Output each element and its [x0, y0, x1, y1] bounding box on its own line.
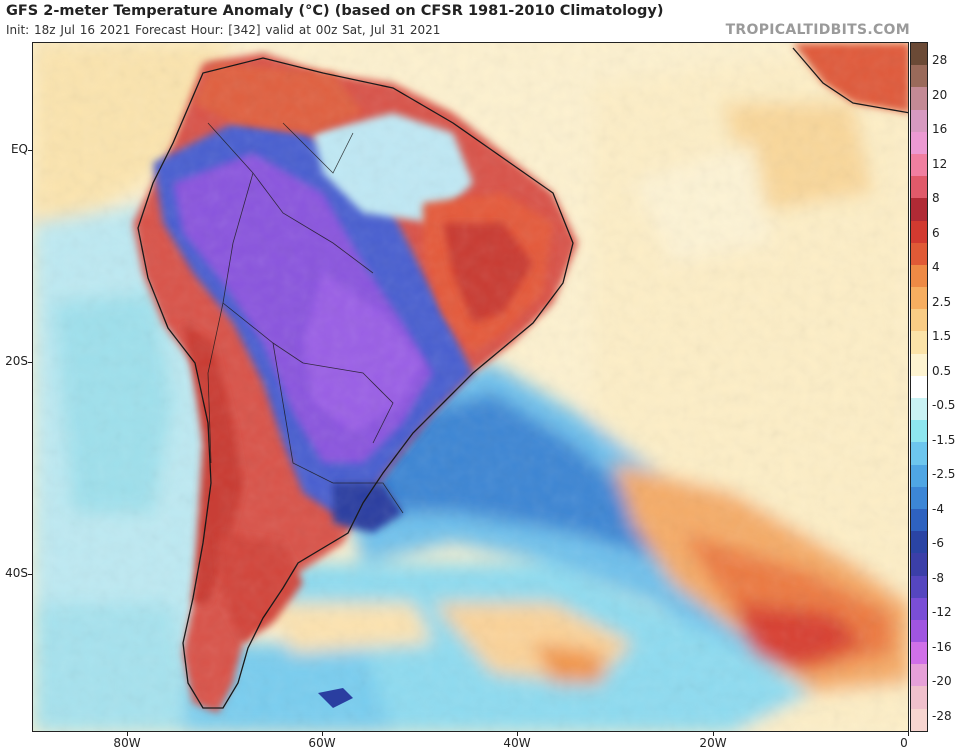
- color-scale-label: 6: [932, 225, 940, 240]
- color-scale-label: 0.5: [932, 363, 952, 378]
- lat-tick-eq: [28, 150, 32, 151]
- color-scale-label: 2.5: [932, 294, 952, 309]
- color-scale-cell: [911, 220, 927, 243]
- site-watermark: TROPICALTIDBITS.COM: [725, 22, 910, 38]
- color-scale-label: 1.5: [932, 329, 952, 344]
- color-scale-cell: [911, 65, 927, 88]
- color-scale-cell: [911, 287, 927, 310]
- lat-label-20s: 20S: [5, 354, 28, 368]
- color-scale-label: -4: [932, 501, 944, 516]
- lon-label-60w: 60W: [308, 736, 336, 750]
- lon-tick-60w: [322, 732, 323, 736]
- lat-tick-40s: [28, 574, 32, 575]
- color-scale-cell: [911, 642, 927, 665]
- color-scale-label: 20: [932, 87, 948, 102]
- color-scale-cell: [911, 664, 927, 687]
- color-scale-cell: [911, 420, 927, 443]
- color-scale-cell: [911, 264, 927, 288]
- color-scale-label: 12: [932, 156, 948, 171]
- color-scale-cell: [911, 131, 927, 154]
- lat-label-eq: EQ: [10, 142, 28, 156]
- color-scale-label: -6: [932, 536, 944, 551]
- color-scale-label: -28: [932, 709, 952, 723]
- lon-tick-40w: [517, 732, 518, 736]
- color-scale-label: -16: [932, 639, 952, 654]
- lon-tick-0: [908, 732, 909, 736]
- color-scale-label: 16: [932, 122, 948, 137]
- color-scale-cell: [911, 486, 927, 509]
- color-scale-bar: [910, 42, 928, 732]
- color-scale-cell: [911, 442, 927, 465]
- color-scale-label: -12: [932, 605, 952, 620]
- color-scale-cell: [911, 708, 927, 731]
- color-scale-label: 28: [932, 53, 948, 67]
- anomaly-map: [32, 42, 909, 732]
- color-scale-cell: [911, 331, 927, 354]
- color-scale-cell: [911, 686, 927, 709]
- color-scale-label: -1.5: [932, 432, 956, 447]
- lat-tick-20s: [28, 362, 32, 363]
- color-scale-label: 4: [932, 260, 940, 275]
- color-scale-cell: [911, 109, 927, 132]
- color-scale-cell: [911, 619, 927, 643]
- lon-label-40w: 40W: [503, 736, 531, 750]
- color-scale-cell: [911, 198, 927, 221]
- forecast-info: Init: 18z Jul 16 2021 Forecast Hour: [34…: [6, 23, 441, 37]
- color-scale-cell: [911, 153, 927, 177]
- color-scale-cell: [911, 597, 927, 620]
- lon-tick-20w: [713, 732, 714, 736]
- color-scale-label: -2.5: [932, 467, 956, 482]
- color-scale-cell: [911, 242, 927, 265]
- color-scale-cell: [911, 464, 927, 487]
- color-scale-cell: [911, 353, 927, 376]
- map-canvas: [33, 43, 908, 731]
- color-scale-cell: [911, 87, 927, 110]
- lon-label-20w: 20W: [699, 736, 727, 750]
- color-scale-cell: [911, 553, 927, 576]
- color-scale-cell: [911, 309, 927, 332]
- color-scale-label: 8: [932, 191, 940, 206]
- falkland-islands: [318, 688, 353, 708]
- lat-label-40s: 40S: [5, 566, 28, 580]
- color-scale-cell: [911, 575, 927, 598]
- lon-label-0: 0: [900, 736, 908, 750]
- map-title: GFS 2-meter Temperature Anomaly (°C) (ba…: [6, 3, 664, 19]
- color-scale-cell: [911, 375, 927, 398]
- color-scale-cell: [911, 531, 927, 554]
- lon-tick-80w: [127, 732, 128, 736]
- lon-label-80w: 80W: [113, 736, 141, 750]
- color-scale-cell: [911, 398, 927, 421]
- color-scale-label: -0.5: [932, 398, 956, 413]
- color-scale-label: -20: [932, 674, 952, 689]
- color-scale-cell: [911, 43, 927, 66]
- color-scale-label: -8: [932, 570, 944, 585]
- color-scale-cell: [911, 176, 927, 199]
- color-scale-cell: [911, 508, 927, 532]
